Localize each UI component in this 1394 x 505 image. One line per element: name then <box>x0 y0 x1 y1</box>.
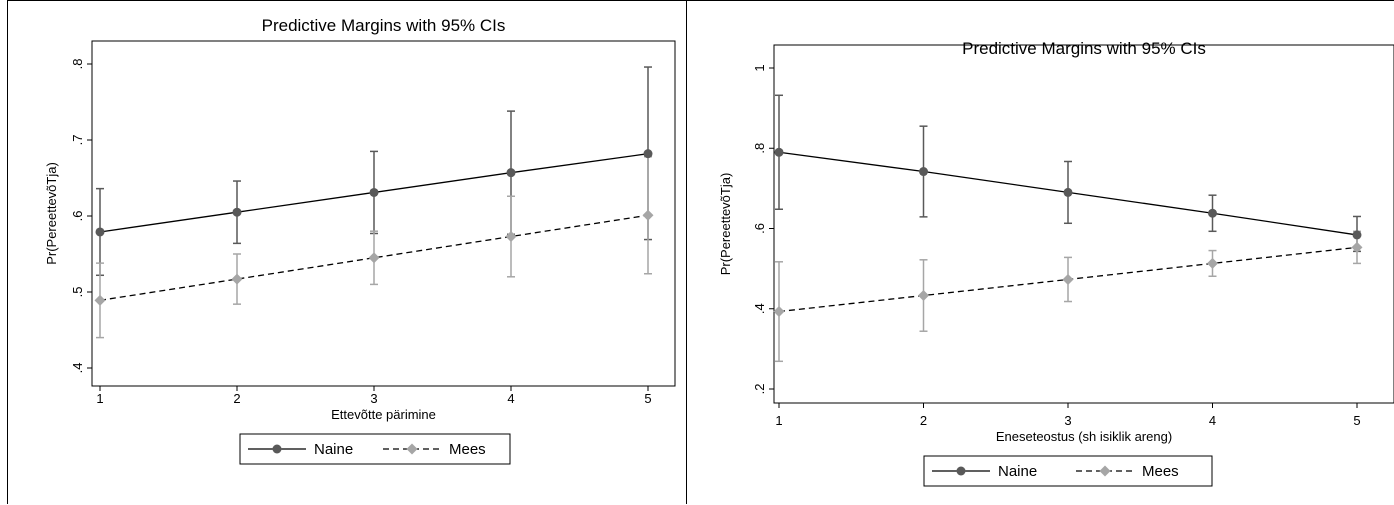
data-point-naine <box>1208 208 1217 218</box>
y-axis-label: Pr(PereettevõTja) <box>718 173 733 276</box>
data-point-naine <box>919 167 928 177</box>
y-tick-label: .6 <box>752 223 767 234</box>
data-point-mees <box>505 231 517 243</box>
legend-label: Mees <box>1142 463 1179 480</box>
legend-label: Naine <box>314 441 353 458</box>
legend-box <box>923 455 1213 487</box>
data-point-naine <box>774 147 784 157</box>
x-tick-label: 4 <box>507 391 514 406</box>
y-tick-label: 1 <box>752 64 767 71</box>
plot-area-border <box>91 40 676 387</box>
chart-title: Predictive Margins with 95% CIs <box>962 39 1206 58</box>
data-point-naine <box>643 149 653 159</box>
y-tick-label: .7 <box>70 135 85 146</box>
chart-right: Predictive Margins with 95% CIs .2 .4 .6 .8 1… <box>718 39 1394 487</box>
y-tick-label: .8 <box>752 143 767 154</box>
legend-marker-naine <box>956 466 966 476</box>
data-point-mees <box>231 273 243 285</box>
data-point-naine <box>369 187 379 197</box>
data-point-mees <box>642 209 654 221</box>
x-tick-label: 1 <box>775 413 782 428</box>
x-tick-label: 5 <box>1353 413 1360 428</box>
chart-title: Predictive Margins with 95% CIs <box>262 16 506 35</box>
data-point-mees <box>94 294 106 306</box>
x-tick-label: 2 <box>233 391 240 406</box>
x-tick-label: 1 <box>96 391 103 406</box>
x-axis-label: Eneseteostus (sh isiklik areng) <box>996 429 1172 444</box>
data-point-naine <box>1352 230 1362 240</box>
x-tick-label: 2 <box>920 413 927 428</box>
y-tick-label: .6 <box>70 211 85 222</box>
y-tick-label: .8 <box>70 59 85 70</box>
y-tick-label: .4 <box>752 303 767 314</box>
data-point-mees <box>1351 241 1363 253</box>
x-tick-label: 5 <box>644 391 651 406</box>
data-point-naine <box>506 168 516 178</box>
legend-label: Naine <box>998 463 1037 480</box>
legend-marker-naine <box>272 444 282 454</box>
data-point-mees <box>1207 257 1218 269</box>
data-point-naine <box>1063 187 1073 197</box>
legend-marker-mees <box>1099 465 1111 477</box>
x-axis-label: Ettevõtte pärimine <box>331 407 436 422</box>
y-axis-label: Pr(PereettevõTja) <box>44 162 59 265</box>
legend-marker-mees <box>406 443 418 455</box>
x-tick-label: 4 <box>1209 413 1216 428</box>
x-tick-label: 3 <box>370 391 377 406</box>
data-point-mees <box>1062 273 1074 285</box>
series-line-mees <box>99 214 649 302</box>
legend-label: Mees <box>449 441 486 458</box>
chart-left: Predictive Margins with 95% CIs .4 .5 .6 .7.… <box>44 16 676 465</box>
data-point-mees <box>773 306 785 318</box>
y-tick-label: .4 <box>70 363 85 374</box>
chart-panel-right: Predictive Margins with 95% CIs .2 .4 .6 .8 1… <box>687 0 1394 504</box>
data-point-naine <box>232 207 242 217</box>
data-point-naine <box>95 227 105 237</box>
plot-area-border <box>773 44 1394 404</box>
data-point-mees <box>918 290 929 302</box>
chart-panel-left: Predictive Margins with 95% CIs .4 .5 .6 .7.… <box>7 0 687 504</box>
y-tick-label: .5 <box>70 287 85 298</box>
data-point-mees <box>368 252 380 264</box>
x-tick-label: 3 <box>1064 413 1071 428</box>
y-tick-label: .2 <box>752 384 767 395</box>
